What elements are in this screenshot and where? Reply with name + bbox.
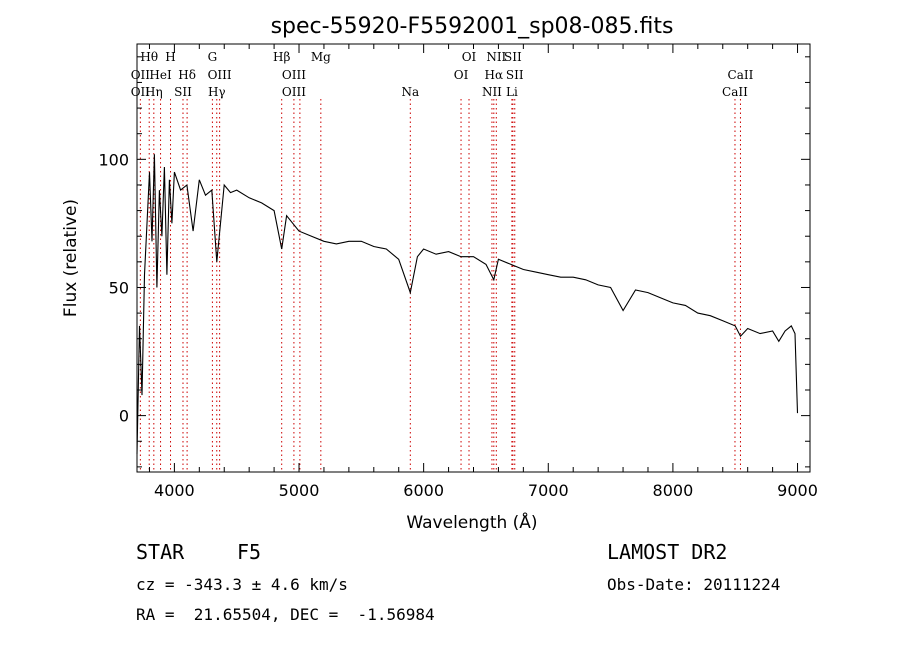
spectral-line-label: Li xyxy=(506,85,518,99)
spectral-line-label: G xyxy=(208,50,218,64)
spectral-line-label: Hγ xyxy=(208,85,226,99)
y-tick-label: 100 xyxy=(98,150,129,169)
plot-frame xyxy=(136,43,811,473)
object-class-label: STAR xyxy=(136,540,185,564)
spectral-line-label: NII xyxy=(482,85,502,99)
spectral-line-label: SII xyxy=(174,85,192,99)
subclass-label: F5 xyxy=(237,540,262,564)
spectral-line-label: Hδ xyxy=(178,68,196,82)
redshift-text: cz = -343.3 ± 4.6 km/s xyxy=(136,575,348,594)
x-tick-label: 9000 xyxy=(777,481,818,500)
spectral-line-label: HeI xyxy=(149,68,172,82)
x-tick-label: 6000 xyxy=(403,481,444,500)
spectral-line-label: CaII xyxy=(728,68,754,82)
y-tick-label: 50 xyxy=(109,278,129,297)
spectral-line-label: Mg xyxy=(311,50,331,64)
spectral-line-label: OIII xyxy=(208,68,232,82)
spectral-line-label: Hα xyxy=(485,68,504,82)
spectral-line-label: Hβ xyxy=(273,50,290,64)
x-tick-label: 5000 xyxy=(279,481,320,500)
survey-label: LAMOST DR2 xyxy=(607,540,728,564)
spectral-line-label: OII xyxy=(131,85,151,99)
spectral-line-label: OIII xyxy=(282,68,306,82)
axis-ticks: 4000 5000 6000 7000 8000 9000 0 50 100 xyxy=(98,44,818,500)
y-axis-label: Flux (relative) xyxy=(61,199,81,317)
spectrum-line xyxy=(136,154,799,455)
spectral-line-label: NII xyxy=(486,50,506,64)
spectral-line-label: Hη xyxy=(145,85,163,99)
spectral-line-label: H xyxy=(165,50,175,64)
spectral-line-label: OI xyxy=(454,68,469,82)
y-tick-label: 0 xyxy=(119,407,129,426)
x-tick-label: 4000 xyxy=(154,481,195,500)
coordinates-text: RA = 21.65504, DEC = -1.56984 xyxy=(136,605,435,624)
spectral-line-label: CaII xyxy=(722,85,748,99)
spectral-line-label: Hθ xyxy=(140,50,158,64)
spectral-line-label: OI xyxy=(462,50,477,64)
x-tick-label: 7000 xyxy=(528,481,569,500)
spectral-line-label: OIII xyxy=(282,85,306,99)
x-axis-label: Wavelength (Å) xyxy=(406,511,537,533)
x-tick-label: 8000 xyxy=(653,481,694,500)
spectral-line-label: Na xyxy=(401,85,419,99)
spectral-line-label: SII xyxy=(506,68,524,82)
obs-date-text: Obs-Date: 20111224 xyxy=(607,575,781,594)
spectral-line-label: OII xyxy=(131,68,151,82)
spectral-line-label: SII xyxy=(504,50,522,64)
chart-title: spec-55920-F5592001_sp08-085.fits xyxy=(271,14,674,39)
